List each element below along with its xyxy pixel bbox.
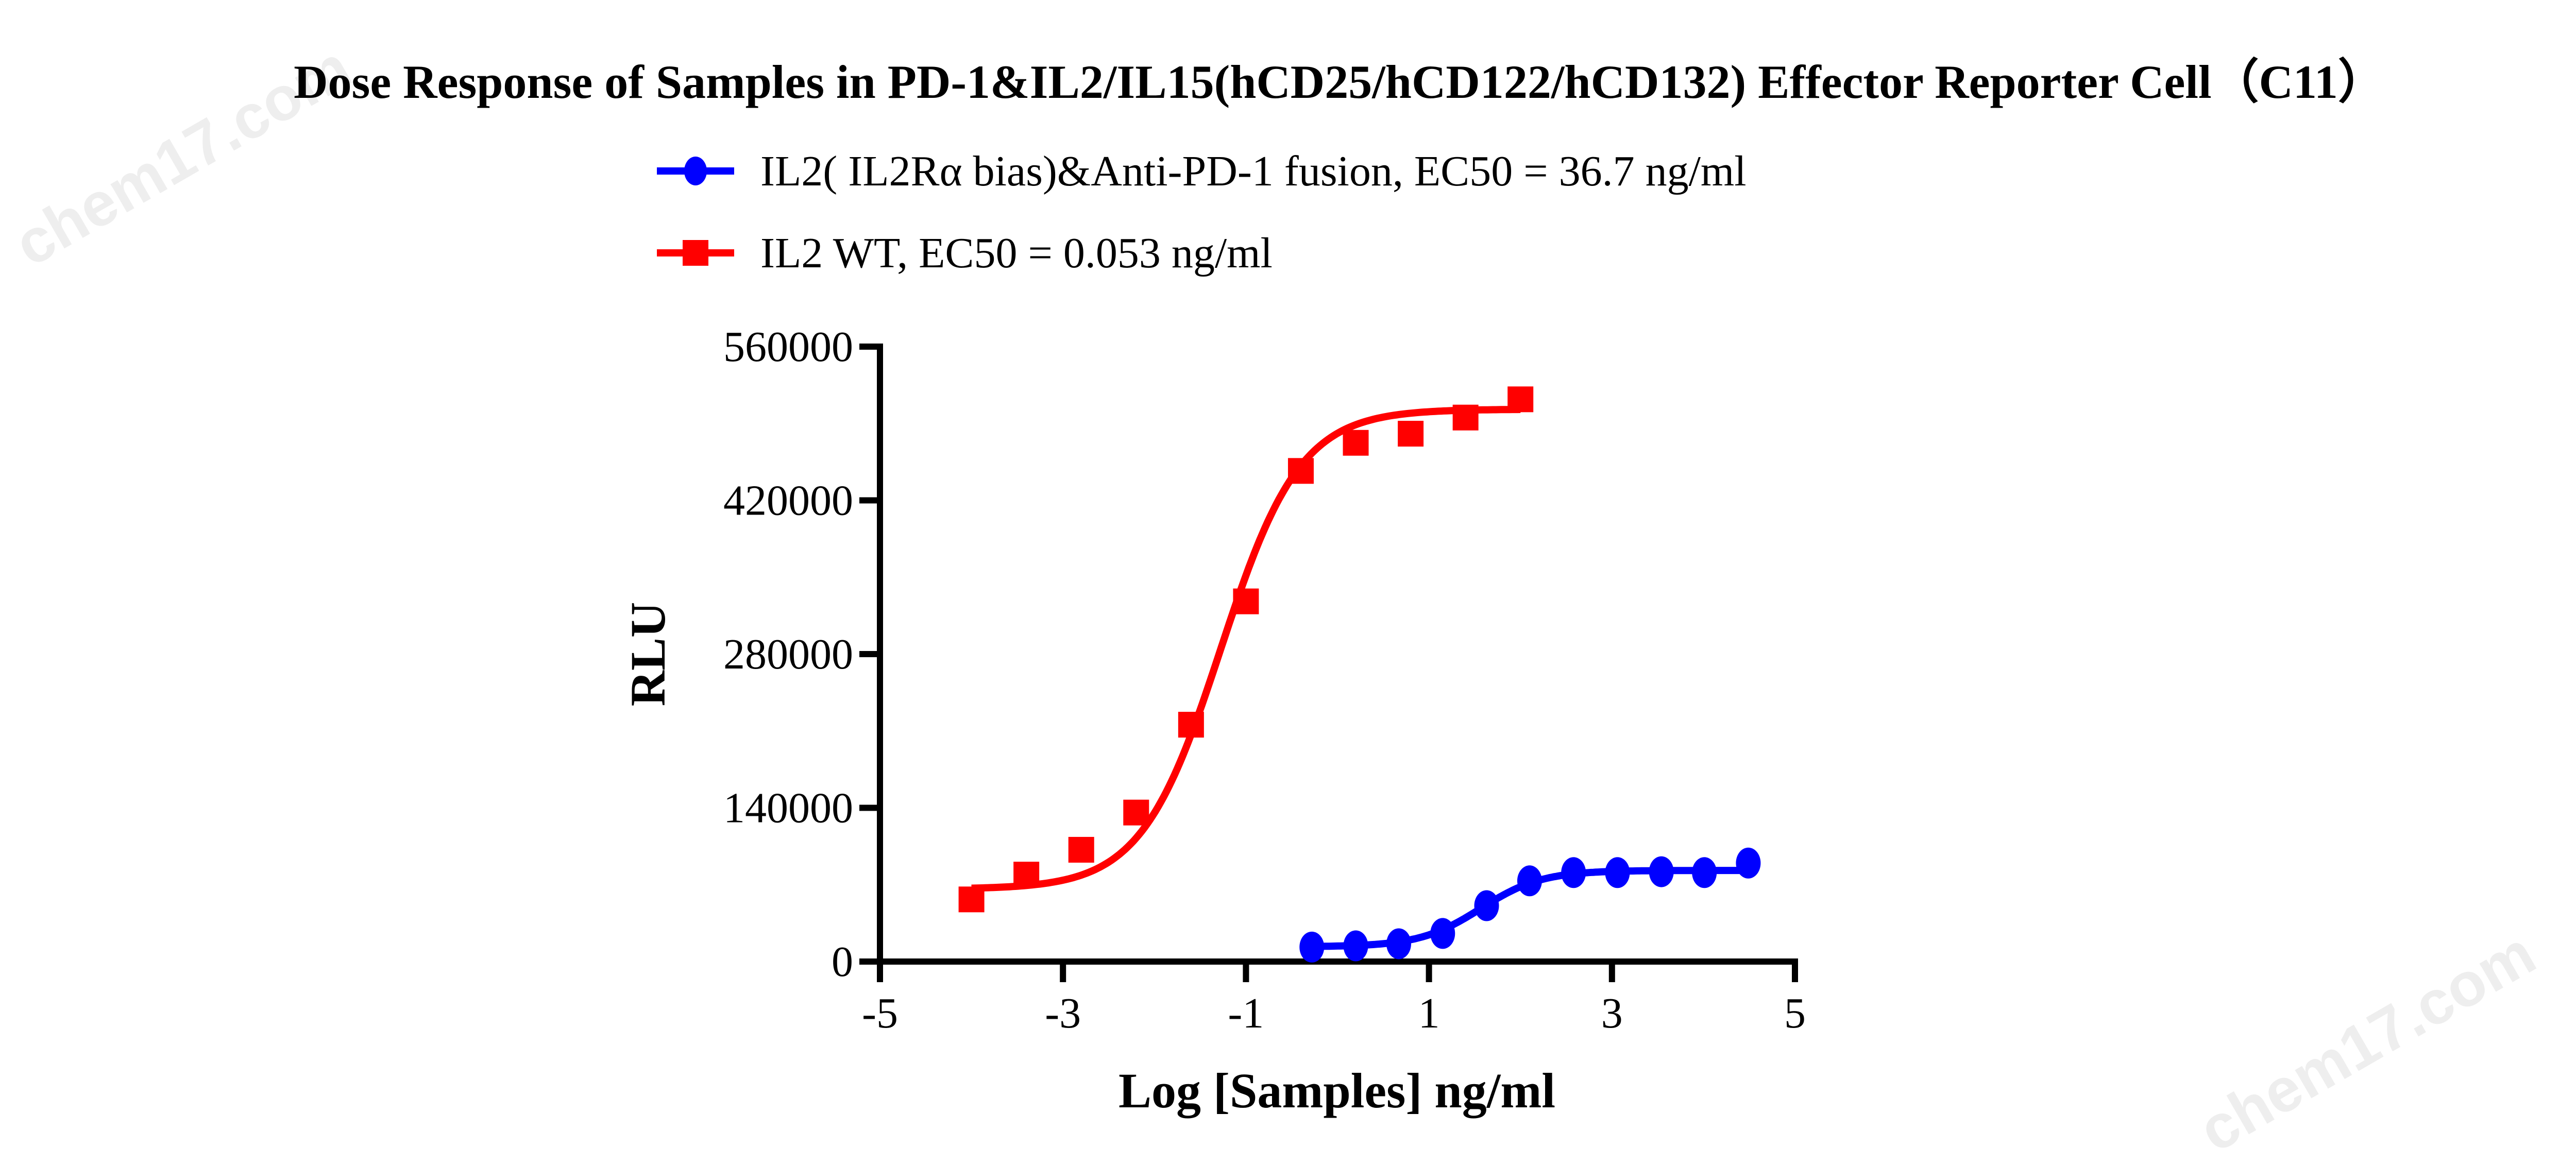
legend-item-wt: IL2 WT, EC50 = 0.053 ng/ml: [657, 229, 1273, 277]
x-tick-label: 1: [1418, 989, 1440, 1037]
x-axis-label: Log [Samples] ng/ml: [1118, 1063, 1555, 1118]
y-tick-label: 280000: [723, 630, 853, 678]
x-tick-label: 5: [1784, 989, 1806, 1037]
data-point-square: [1123, 799, 1149, 826]
legend-label-wt: IL2 WT, EC50 = 0.053 ng/ml: [760, 229, 1273, 277]
data-point-square: [1233, 588, 1259, 614]
y-tick-label: 0: [832, 938, 853, 986]
legend: IL2( IL2Rα bias)&Anti-PD-1 fusion, EC50 …: [657, 147, 1747, 277]
watermark-bottom: chem17.com: [2188, 918, 2547, 1165]
data-point-circle: [1692, 857, 1717, 888]
legend-marker-square: [683, 240, 708, 266]
data-point-circle: [1474, 890, 1499, 921]
data-point-circle: [1517, 865, 1542, 897]
data-point-circle: [1561, 857, 1586, 888]
x-tick-label: -5: [862, 989, 898, 1037]
chart-title: Dose Response of Samples in PD-1&IL2/IL1…: [294, 56, 2385, 108]
x-tick-label: -1: [1228, 989, 1264, 1037]
data-point-square: [1507, 386, 1534, 413]
fit-curves: [971, 406, 1749, 950]
data-point-square: [1287, 458, 1314, 484]
y-tick-label: 140000: [723, 784, 853, 832]
data-point-circle: [1343, 930, 1368, 962]
data-point-square: [958, 886, 985, 913]
data-point-circle: [1430, 918, 1455, 949]
axes: 0 140000 280000 420000 560000 -5 -3 -1 1 3 5: [723, 323, 1806, 1037]
data-point-circle: [1299, 931, 1325, 963]
legend-marker-circle: [684, 157, 707, 185]
legend-item-fusion: IL2( IL2Rα bias)&Anti-PD-1 fusion, EC50 …: [657, 147, 1747, 195]
data-point-circle: [1649, 856, 1674, 887]
data-point-square: [1013, 862, 1040, 888]
y-tick-label: 420000: [723, 477, 853, 525]
data-point-circle: [1386, 928, 1411, 960]
data-point-square: [1452, 404, 1479, 431]
x-tick-label: -3: [1045, 989, 1081, 1037]
data-point-square: [1343, 430, 1369, 456]
data-point-circle: [1736, 847, 1761, 879]
data-point-square: [1068, 836, 1094, 863]
data-point-square: [1178, 712, 1204, 738]
data-point-square: [1398, 421, 1424, 447]
y-axis-label: RLU: [620, 602, 675, 707]
data-points: [958, 386, 1761, 963]
legend-label-fusion: IL2( IL2Rα bias)&Anti-PD-1 fusion, EC50 …: [760, 147, 1747, 195]
y-tick-label: 560000: [723, 323, 853, 371]
fit-curve-1: [971, 406, 1521, 892]
data-point-circle: [1605, 857, 1630, 888]
x-tick-label: 3: [1601, 989, 1623, 1037]
